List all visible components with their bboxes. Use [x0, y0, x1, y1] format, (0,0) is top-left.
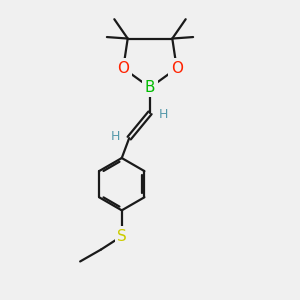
- Text: S: S: [117, 229, 127, 244]
- Text: H: H: [111, 130, 121, 143]
- Text: B: B: [145, 80, 155, 95]
- Text: O: O: [171, 61, 183, 76]
- Text: H: H: [159, 108, 168, 121]
- Text: O: O: [117, 61, 129, 76]
